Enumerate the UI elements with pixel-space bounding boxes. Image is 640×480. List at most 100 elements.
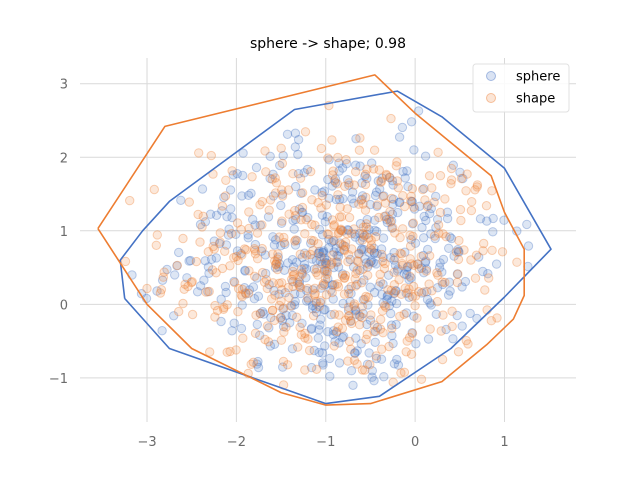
sphere-point [303, 295, 313, 305]
shape-point [339, 273, 349, 283]
sphere-point [376, 244, 387, 254]
sphere-point [216, 294, 226, 304]
sphere-point [369, 376, 379, 386]
sphere-point [355, 265, 365, 276]
shape-point [357, 302, 367, 312]
sphere-point [348, 380, 358, 390]
shape-point [276, 335, 287, 345]
sphere-point [334, 194, 345, 205]
shape-point [250, 245, 260, 256]
sphere-point [327, 280, 337, 290]
shape-point [286, 274, 297, 285]
sphere-point [417, 222, 427, 233]
shape-point [435, 207, 446, 218]
shape-point [266, 294, 277, 304]
sphere-point [291, 214, 301, 225]
shape-point [290, 205, 300, 216]
sphere-point [251, 162, 262, 173]
sphere-point [392, 266, 402, 276]
shape-point [437, 277, 447, 287]
sphere-point [403, 181, 413, 192]
sphere-point [457, 282, 467, 292]
sphere-point [268, 191, 279, 201]
sphere-point [327, 181, 337, 191]
sphere-point [388, 199, 398, 210]
shape-point [159, 267, 169, 277]
sphere-point [368, 257, 378, 268]
shape-point [220, 246, 230, 257]
shape-point [271, 259, 281, 269]
shape-point [409, 260, 419, 270]
sphere-point [389, 255, 399, 265]
sphere-point [334, 338, 344, 348]
sphere-point [358, 295, 368, 305]
sphere-point [313, 333, 323, 343]
sphere-point [362, 229, 372, 240]
sphere-point [351, 309, 361, 319]
sphere-point [435, 258, 445, 268]
shape-point [414, 287, 424, 297]
sphere-point [246, 188, 256, 199]
sphere-point [334, 158, 344, 168]
shape-point [390, 253, 400, 263]
shape-point [389, 280, 399, 290]
shape-point [265, 195, 276, 205]
sphere-point [302, 164, 313, 175]
sphere-point [331, 194, 341, 205]
sphere-point [326, 285, 336, 295]
shape-point [329, 309, 340, 319]
sphere-point [199, 275, 209, 285]
shape-point [222, 347, 232, 357]
shape-point [305, 249, 316, 260]
shape-point [120, 256, 131, 267]
shape-point [392, 157, 402, 167]
shape-point [288, 169, 298, 179]
shape-point [396, 368, 406, 378]
shape-point [303, 334, 313, 344]
shape-point [293, 342, 303, 352]
sphere-point [255, 308, 266, 319]
shape-point [346, 315, 356, 326]
shape-point [289, 269, 299, 280]
shape-point [312, 264, 322, 274]
sphere-point [301, 273, 311, 283]
shape-point [238, 333, 248, 343]
sphere-point [265, 341, 276, 351]
shape-point [343, 257, 353, 267]
shape-point [237, 250, 247, 260]
sphere-point [407, 328, 417, 338]
sphere-point [297, 207, 307, 218]
shape-point [421, 266, 432, 276]
shape-point [402, 336, 412, 346]
sphere-point [365, 257, 376, 267]
sphere-point [224, 224, 234, 234]
sphere-point [306, 362, 317, 373]
shape-point [246, 359, 256, 369]
sphere-point [292, 236, 302, 246]
shape-point [394, 275, 404, 285]
shape-point [354, 145, 365, 155]
sphere-point [384, 172, 395, 183]
shape-point [385, 217, 396, 227]
shape-point [323, 229, 334, 239]
shape-point [351, 268, 361, 279]
shape-point [277, 216, 287, 226]
shape-point [407, 328, 418, 339]
shape-point [416, 374, 427, 384]
shape-point [366, 245, 377, 255]
shape-point [363, 292, 373, 302]
sphere-point [318, 360, 328, 370]
sphere-point [192, 287, 203, 297]
sphere-point [355, 228, 365, 239]
x-tick-label: 1 [500, 435, 508, 450]
shape-point [357, 235, 368, 245]
sphere-point [289, 300, 300, 310]
shape-point [281, 322, 291, 332]
sphere-point [290, 296, 300, 307]
shape-point [472, 182, 482, 192]
shape-point [344, 336, 355, 347]
sphere-point [460, 276, 471, 287]
shape-point [307, 219, 317, 230]
shape-point [318, 278, 329, 289]
sphere-point [328, 280, 338, 290]
